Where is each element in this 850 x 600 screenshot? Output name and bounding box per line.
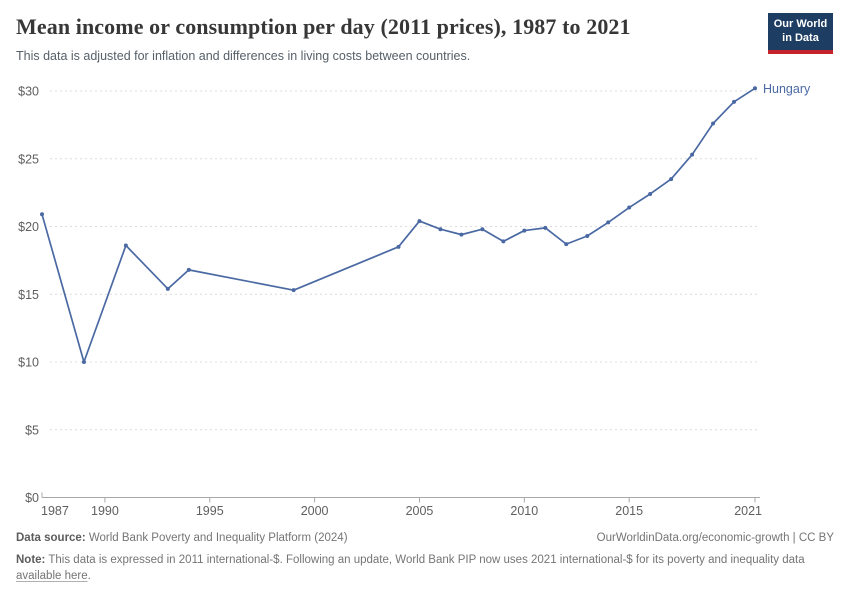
x-axis-label: 2015 [615, 504, 643, 518]
chart-header: Mean income or consumption per day (2011… [16, 14, 750, 63]
data-point[interactable] [165, 286, 170, 291]
data-point[interactable] [501, 239, 506, 244]
data-source-text: World Bank Poverty and Inequality Platfo… [85, 532, 348, 544]
x-axis-label: 1990 [91, 504, 119, 518]
data-point[interactable] [291, 288, 296, 293]
data-point[interactable] [417, 219, 422, 224]
x-axis-label: 2021 [734, 504, 762, 518]
data-point[interactable] [123, 243, 128, 248]
note-text-after: . [87, 570, 91, 583]
y-axis-label: $25 [18, 152, 39, 166]
x-axis-label: 1987 [41, 504, 69, 518]
entity-label[interactable]: Hungary [763, 82, 811, 96]
data-point[interactable] [753, 86, 757, 91]
data-point[interactable] [480, 227, 485, 232]
data-point[interactable] [669, 177, 674, 182]
line-chart: $0 $5 $10 $15 $20 $25 $30 1987 1990 1995 2000 2005 2… [18, 82, 811, 518]
data-source-label: Data source: [16, 532, 86, 544]
y-axis-label: $20 [18, 220, 39, 234]
data-point[interactable] [459, 232, 464, 237]
x-axis-label: 2000 [301, 504, 329, 518]
chart-title: Mean income or consumption per day (2011… [16, 14, 631, 39]
data-point[interactable] [732, 99, 737, 104]
owid-logo-line2: in Data [782, 31, 819, 44]
data-point[interactable] [186, 267, 191, 272]
data-point[interactable] [606, 220, 611, 225]
chart-subtitle: This data is adjusted for inflation and … [16, 49, 471, 63]
y-axis-label: $0 [25, 491, 39, 505]
data-point[interactable] [564, 242, 569, 247]
data-point[interactable] [396, 244, 401, 249]
owid-logo-line1: Our World [773, 18, 828, 30]
available-here-link[interactable]: available here [16, 570, 88, 583]
attribution-link[interactable]: OurWorldinData.org/economic-growth | CC … [596, 532, 834, 544]
chart-note: Note: This data is expressed in 2011 int… [16, 552, 834, 585]
data-point[interactable] [627, 205, 632, 210]
data-point[interactable] [40, 212, 44, 217]
x-axis-label: 2010 [510, 504, 538, 518]
data-line[interactable] [41, 87, 756, 363]
y-axis-label: $5 [25, 423, 39, 437]
data-point[interactable] [438, 227, 443, 232]
note-text-before: This data is expressed in 2011 internati… [45, 553, 805, 566]
data-point[interactable] [543, 225, 548, 230]
owid-logo[interactable]: Our World in Data [768, 13, 833, 54]
note-label: Note: [16, 553, 46, 566]
y-axis-label: $15 [18, 288, 39, 302]
data-point[interactable] [81, 360, 86, 364]
x-axis-label: 2005 [406, 504, 434, 518]
data-point[interactable] [711, 121, 716, 126]
x-axis-label: 1995 [196, 504, 224, 518]
data-point[interactable] [585, 233, 590, 238]
data-source: Data source: World Bank Poverty and Ineq… [16, 530, 348, 547]
y-axis-label: $30 [18, 85, 39, 99]
y-axis-label: $10 [18, 356, 39, 370]
data-point[interactable] [648, 191, 653, 196]
chart-footer: Data source: World Bank Poverty and Ineq… [16, 530, 834, 585]
data-point[interactable] [522, 228, 527, 233]
data-point[interactable] [690, 152, 695, 157]
